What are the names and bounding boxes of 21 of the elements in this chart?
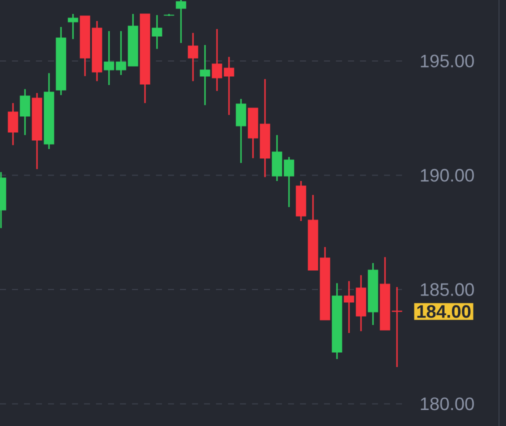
candlestick [272, 134, 282, 182]
candlestick [392, 286, 402, 368]
candlestick [188, 32, 198, 82]
candlestick [152, 14, 162, 50]
candlestick [200, 44, 210, 106]
candlestick [116, 30, 126, 76]
candlestick [344, 280, 354, 334]
text: 184.00 [417, 305, 471, 318]
candlestick [20, 88, 30, 136]
candlestick [8, 102, 18, 146]
candlestick [284, 156, 294, 208]
candlestick [212, 28, 222, 92]
y-tick-label: 180.00 [420, 397, 474, 410]
candlestick [236, 98, 246, 164]
y-tick-label: 195.00 [420, 54, 474, 68]
candlestick [224, 56, 234, 116]
candlestick [104, 30, 114, 86]
y-tick-label: 190.00 [420, 168, 474, 182]
y-tick-label: 185.00 [420, 283, 474, 296]
candlestick [176, 0, 186, 44]
candlestick [68, 13, 78, 40]
